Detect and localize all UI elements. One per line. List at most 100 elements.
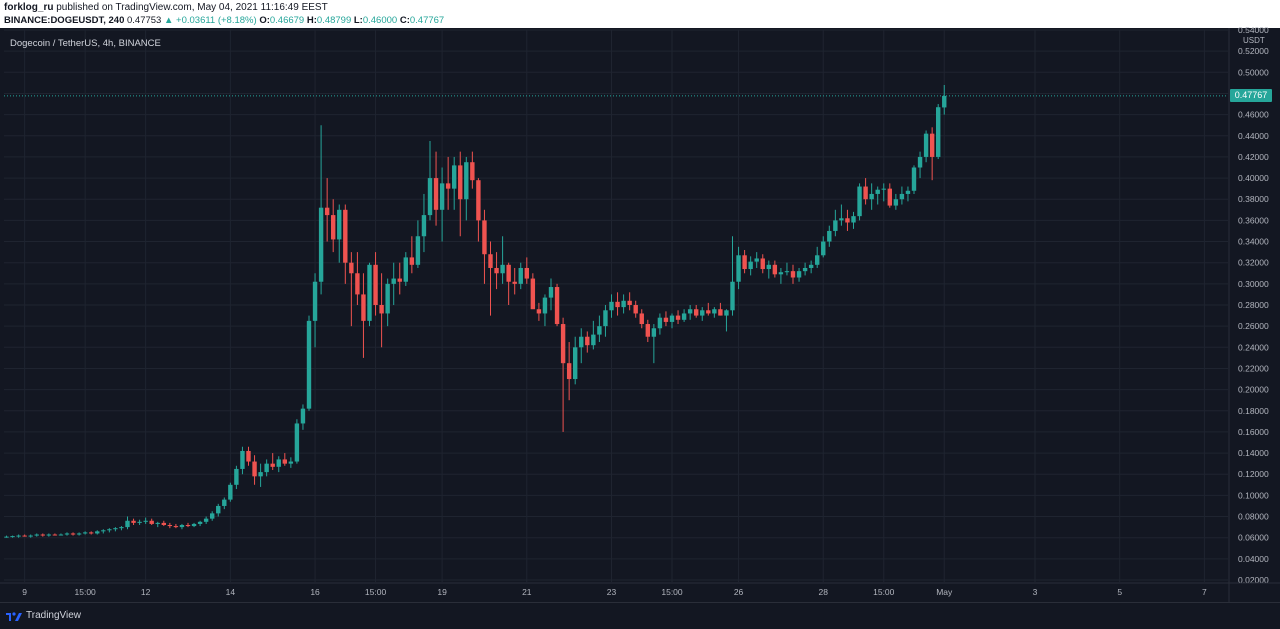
price-tick-label: 0.46000 xyxy=(1238,110,1269,120)
candle-body-up xyxy=(10,536,15,538)
candle-body-up xyxy=(851,216,856,223)
candle-body-up xyxy=(391,278,396,284)
price-tick-label: 0.38000 xyxy=(1238,194,1269,204)
candle-body-up xyxy=(452,165,457,189)
candle-body-up xyxy=(687,309,693,314)
candle-body-up xyxy=(857,186,862,217)
time-tick-label: 15:00 xyxy=(365,587,387,597)
candle-body-down xyxy=(929,133,935,157)
candle-body-up xyxy=(312,281,318,321)
candle-body-up xyxy=(464,162,469,200)
candle-body-up xyxy=(264,463,269,473)
price-tick-label: 0.24000 xyxy=(1238,342,1269,352)
price-tick-label: 0.08000 xyxy=(1238,512,1269,522)
candle-body-up xyxy=(288,461,294,464)
candle-body-up xyxy=(579,336,584,348)
candle-body-down xyxy=(566,363,572,380)
candle-body-down xyxy=(246,450,251,462)
candle-body-down xyxy=(524,267,529,279)
candle-body-up xyxy=(905,190,911,194)
candle-body-up xyxy=(415,236,421,265)
candle-body-down xyxy=(458,165,463,200)
candle-body-down xyxy=(530,278,536,310)
candle-body-down xyxy=(373,264,378,305)
candle-body-up xyxy=(318,207,324,282)
candle-body-up xyxy=(197,521,203,524)
candle-body-up xyxy=(784,271,790,273)
publisher-name[interactable]: forklog_ru xyxy=(4,2,54,13)
candle-body-down xyxy=(252,461,257,477)
candle-body-down xyxy=(161,522,166,525)
candle-body-down xyxy=(706,310,711,314)
candle-body-down xyxy=(409,257,415,265)
candle-body-up xyxy=(46,534,52,536)
close-value: 0.47767 xyxy=(409,15,445,26)
price-tick-label: 0.42000 xyxy=(1238,152,1269,162)
candle-body-up xyxy=(143,520,148,522)
time-tick-label: May xyxy=(936,587,953,597)
candle-body-down xyxy=(89,532,94,534)
candle-body-down xyxy=(131,520,136,523)
candle-body-up xyxy=(548,287,554,298)
candle-body-up xyxy=(681,313,687,320)
price-tick-label: 0.12000 xyxy=(1238,469,1269,479)
candle-body-down xyxy=(482,220,487,255)
low-label: L: xyxy=(353,15,363,26)
candle-body-up xyxy=(4,536,9,538)
candlestick-chart[interactable]: 0.540000.520000.500000.480000.460000.440… xyxy=(0,0,1280,602)
candle-body-down xyxy=(324,207,330,216)
price-tick-label: 0.02000 xyxy=(1238,575,1269,585)
time-tick-label: 7 xyxy=(1202,587,1207,597)
candle-body-up xyxy=(591,334,596,346)
candle-body-up xyxy=(439,183,445,210)
candle-body-up xyxy=(107,529,112,531)
candle-body-up xyxy=(216,505,221,514)
candle-body-down xyxy=(760,258,765,270)
time-tick-label: 21 xyxy=(522,587,532,597)
candle-body-up xyxy=(712,309,717,314)
price-tick-label: 0.30000 xyxy=(1238,279,1269,289)
candle-body-up xyxy=(34,534,39,536)
candle-body-up xyxy=(542,297,548,314)
close-label: C: xyxy=(399,15,410,26)
symbol-ohlc-line: BINANCE:DOGEUSDT, 240 0.47753 ▲ +0.03611… xyxy=(4,15,444,26)
candle-body-up xyxy=(518,267,523,284)
time-tick-label: 3 xyxy=(1033,587,1038,597)
candle-body-down xyxy=(343,209,348,263)
candle-body-up xyxy=(875,189,880,194)
price-tick-label: 0.10000 xyxy=(1238,490,1269,500)
candle-body-down xyxy=(349,262,354,274)
header-bar: forklog_ru published on TradingView.com,… xyxy=(0,0,1280,28)
candle-body-up xyxy=(651,328,657,337)
time-tick-label: 16 xyxy=(310,587,320,597)
tradingview-logo[interactable]: TradingView xyxy=(6,610,81,621)
candle-body-down xyxy=(633,305,638,314)
candle-body-up xyxy=(748,261,753,270)
candle-body-up xyxy=(300,408,306,424)
candle-body-down xyxy=(149,520,154,524)
candle-body-up xyxy=(228,484,233,500)
low-value: 0.46000 xyxy=(362,15,398,26)
price-tick-label: 0.36000 xyxy=(1238,215,1269,225)
candle-body-up xyxy=(500,264,505,274)
candle-body-up xyxy=(306,320,312,409)
candle-body-up xyxy=(899,193,905,200)
price-tick-label: 0.28000 xyxy=(1238,300,1269,310)
candle-body-up xyxy=(603,310,608,327)
candle-body-down xyxy=(694,309,699,316)
candle-body-up xyxy=(276,459,281,467)
candle-body-up xyxy=(917,156,923,168)
time-tick-label: 15:00 xyxy=(75,587,97,597)
high-value: 0.48799 xyxy=(316,15,352,26)
candle-body-up xyxy=(796,271,802,278)
candle-body-down xyxy=(536,309,542,314)
candle-body-up xyxy=(754,258,759,262)
candle-body-up xyxy=(403,257,408,282)
time-tick-label: 15:00 xyxy=(873,587,895,597)
time-tick-label: 9 xyxy=(22,587,27,597)
candle-body-up xyxy=(258,472,263,477)
candle-body-up xyxy=(808,264,814,268)
candle-body-up xyxy=(203,518,209,522)
candle-body-up xyxy=(893,199,899,206)
price-tick-label: 0.04000 xyxy=(1238,554,1269,564)
